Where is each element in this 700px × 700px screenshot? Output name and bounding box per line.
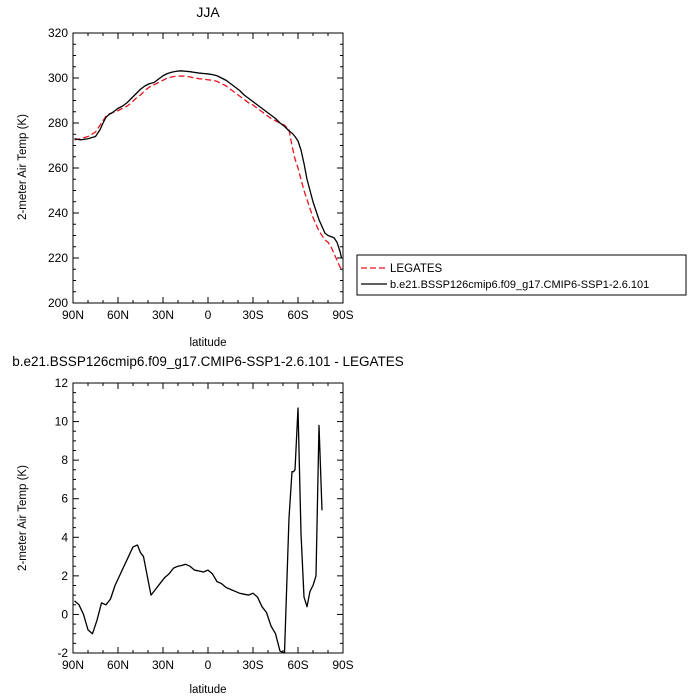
bottom-y-tick-label: 10 — [55, 415, 69, 429]
top-y-tick-label: 280 — [48, 116, 68, 130]
bottom-y-axis-label: 2-meter Air Temp (K) — [17, 465, 29, 571]
top-series-line-legates — [74, 75, 343, 270]
legend-label-legates: LEGATES — [390, 263, 443, 275]
bottom-x-tick-label: 0 — [205, 658, 212, 672]
bottom-y-tick-label: 2 — [61, 569, 68, 583]
bottom-y-tick-label: -2 — [57, 646, 68, 660]
bottom-y-tick-label: 8 — [61, 453, 68, 467]
top-y-tick-label: 240 — [48, 206, 68, 220]
top-x-axis-label: latitude — [189, 337, 226, 349]
top-y-axis-label: 2-meter Air Temp (K) — [17, 114, 29, 220]
top-panel: JJA 2-meter Air Temp (K) latitude 90N 60N… — [17, 4, 354, 349]
top-x-tick-label: 90S — [332, 308, 353, 322]
bottom-x-tick-label: 90N — [62, 658, 84, 672]
top-y-tick-label: 260 — [48, 161, 68, 175]
top-x-tick-label: 90N — [62, 308, 84, 322]
top-x-tick-label: 60N — [107, 308, 129, 322]
top-x-tick-label: 30N — [152, 308, 174, 322]
top-x-tick-label: 0 — [205, 308, 212, 322]
bottom-x-tick-label: 60N — [107, 658, 129, 672]
top-x-tick-label: 30S — [242, 308, 263, 322]
bottom-series-line-model — [74, 407, 323, 654]
bottom-chart-title: b.e21.BSSP126cmip6.f09_g17.CMIP6-SSP1-2.… — [12, 354, 403, 369]
bottom-y-tick-label: 6 — [61, 492, 68, 506]
legend: LEGATES b.e21.BSSP126cmip6.f09_g17.CMIP6… — [356, 254, 687, 296]
top-y-tick-label: 200 — [48, 296, 68, 310]
top-y-tick-label: 300 — [48, 71, 68, 85]
bottom-y-tick-label: 4 — [61, 530, 68, 544]
bottom-x-tick-label: 30S — [242, 658, 263, 672]
bottom-y-tick-label: 0 — [61, 607, 68, 621]
bottom-x-axis-label: latitude — [189, 684, 226, 696]
bottom-y-tick-label: 12 — [55, 376, 69, 390]
bottom-x-tick-label: 90S — [332, 658, 353, 672]
bottom-x-tick-label: 30N — [152, 658, 174, 672]
top-y-tick-label: 220 — [48, 251, 68, 265]
top-y-tick-label: 320 — [48, 26, 68, 40]
top-series-line-model — [74, 70, 343, 259]
top-plot-frame — [72, 32, 344, 304]
legend-label-model: b.e21.BSSP126cmip6.f09_g17.CMIP6-SSP1-2.… — [390, 279, 649, 291]
bottom-panel: b.e21.BSSP126cmip6.f09_g17.CMIP6-SSP1-2.… — [12, 354, 403, 696]
bottom-x-tick-label: 60S — [287, 658, 308, 672]
top-x-tick-label: 60S — [287, 308, 308, 322]
top-chart-title: JJA — [196, 4, 220, 20]
bottom-plot-frame — [72, 382, 344, 654]
legend-box — [356, 254, 687, 296]
